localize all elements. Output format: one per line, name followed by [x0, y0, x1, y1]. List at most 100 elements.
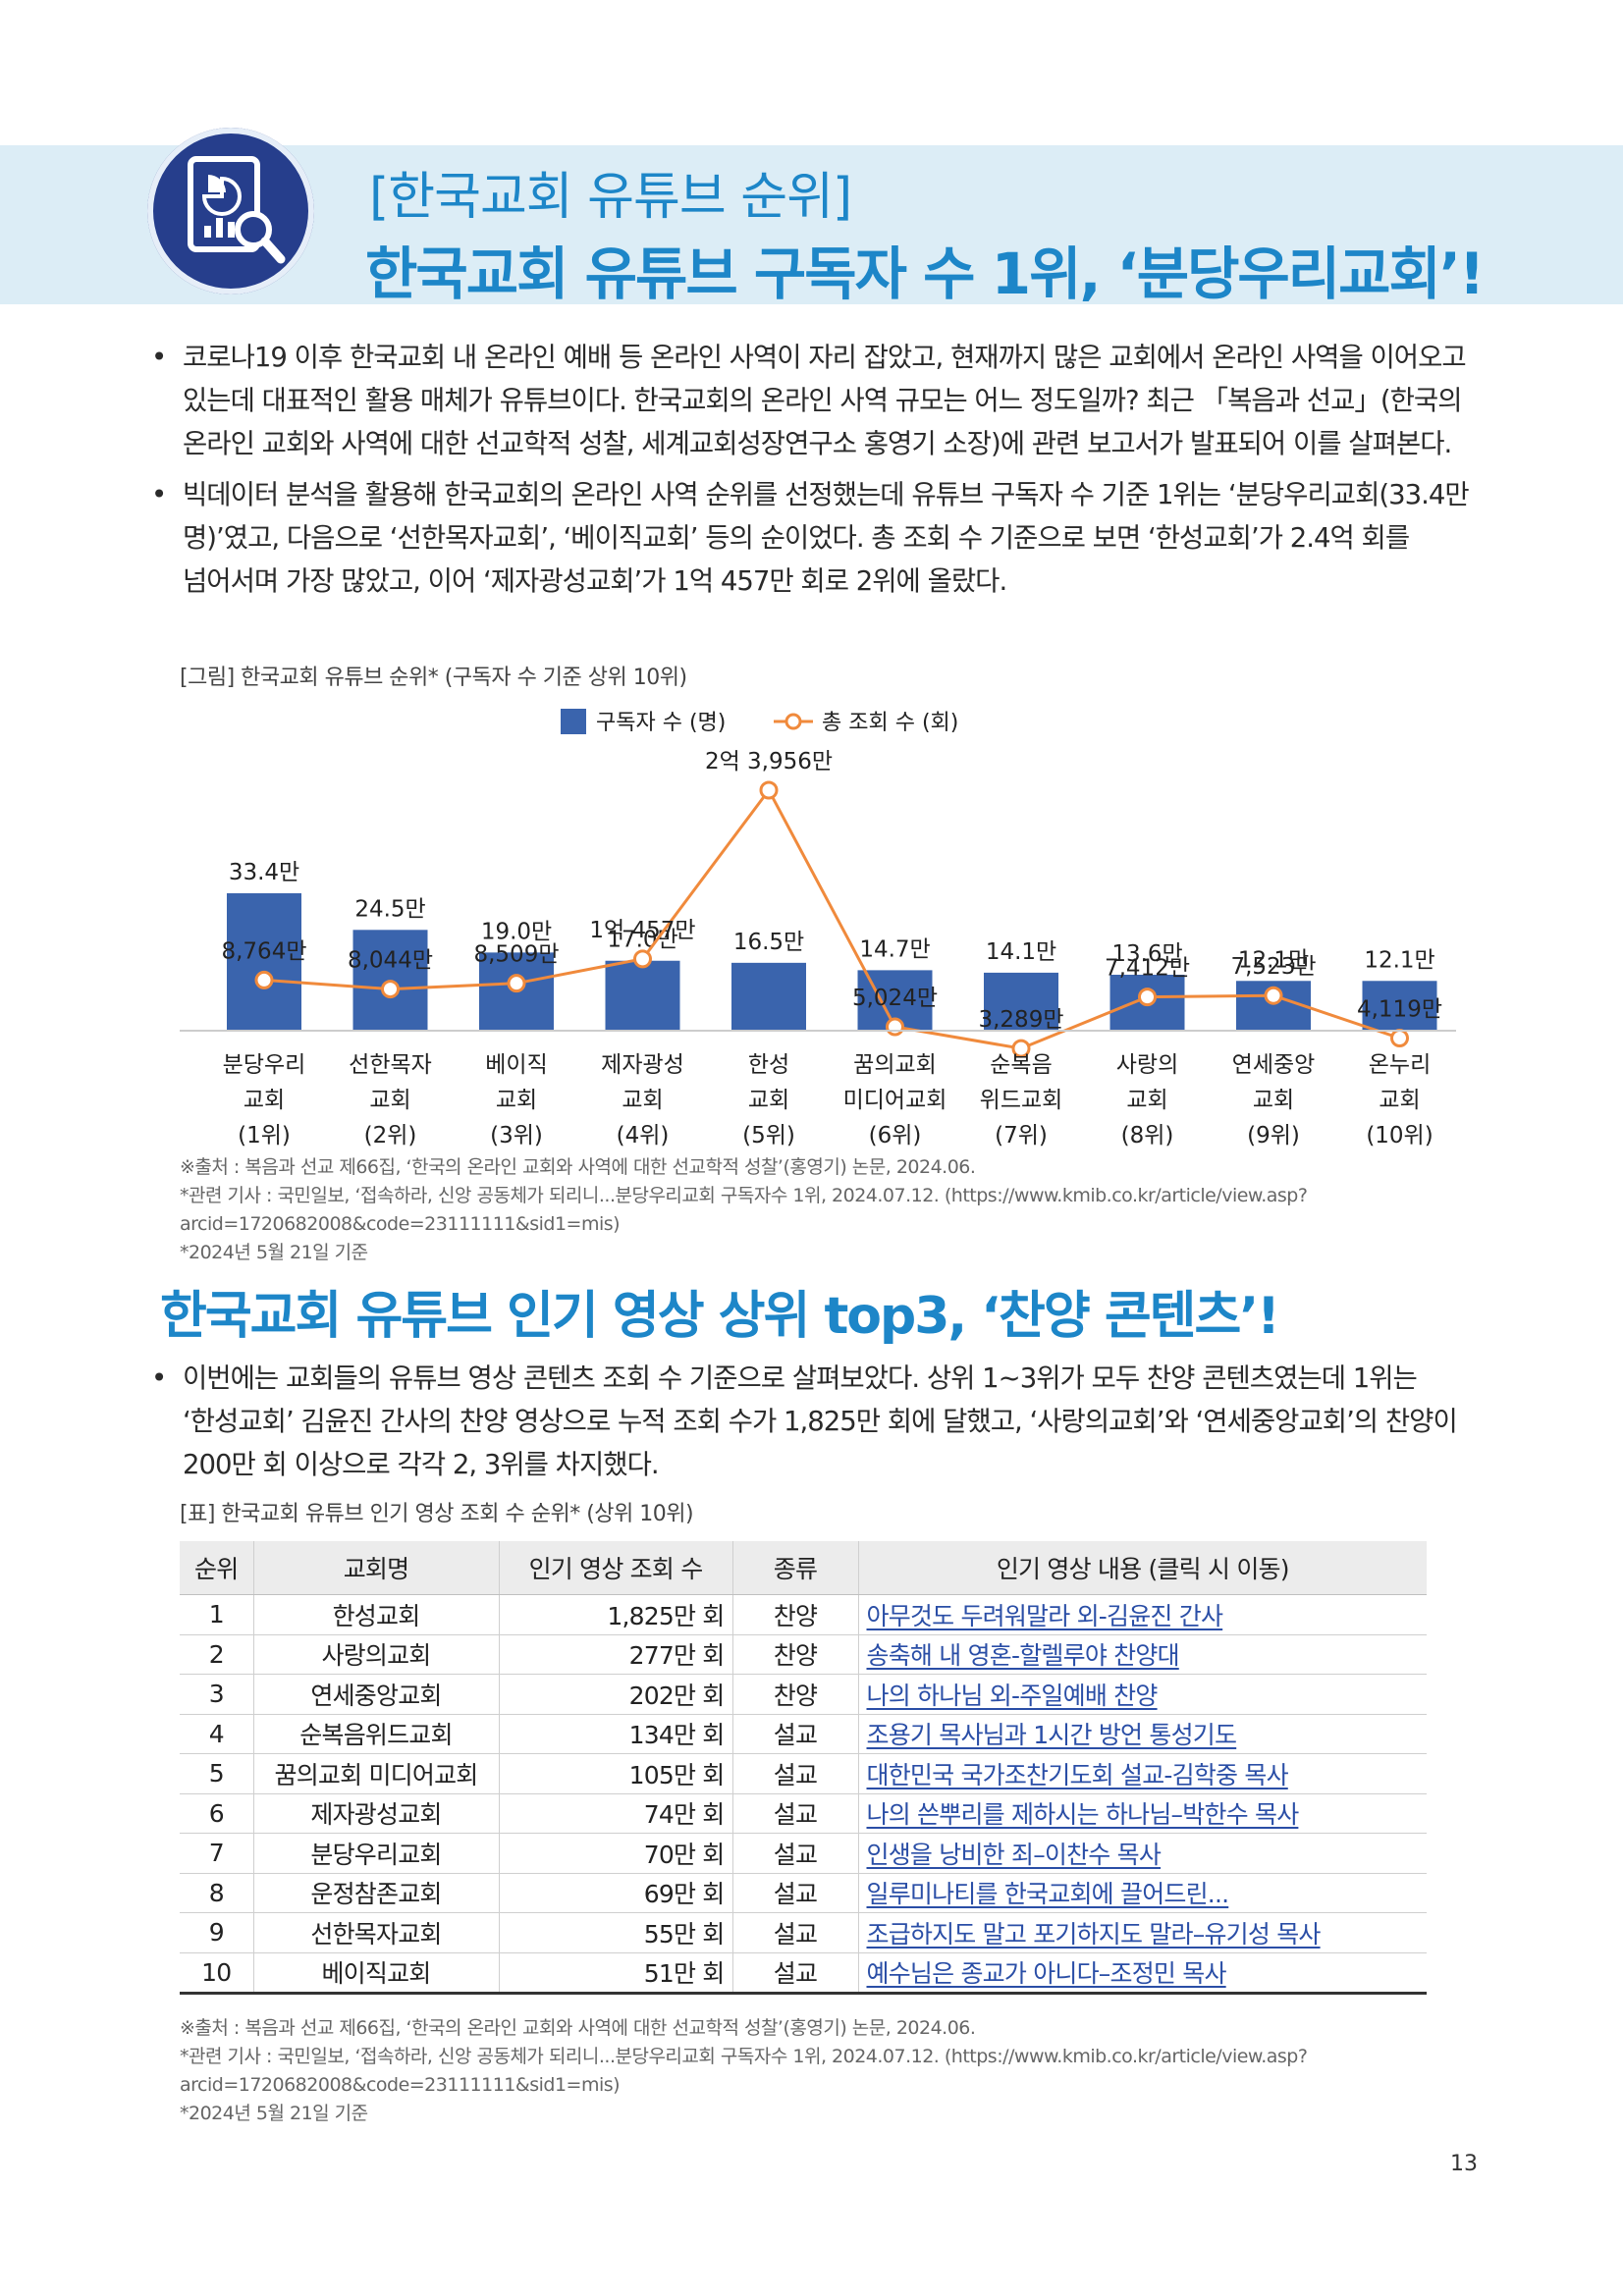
views-label: 8,044만 [348, 948, 433, 974]
video-link[interactable]: 인생을 낭비한 죄–이찬수 목사 [857, 1833, 1427, 1874]
table-row: 1 한성교회 1,825만 회 찬양 아무것도 두려워말라 외-김윤진 간사 [180, 1594, 1427, 1635]
header-kicker: [한국교회 유튜브 순위] [369, 168, 852, 227]
video-link[interactable]: 아무것도 두려워말라 외-김윤진 간사 [857, 1594, 1427, 1635]
category-label: (5위) [742, 1123, 795, 1148]
views-point [254, 970, 274, 989]
church-cell: 제자광성교회 [252, 1793, 499, 1834]
video-link[interactable]: 나의 쓴뿌리를 제하시는 하나님–박한수 목사 [857, 1793, 1427, 1834]
header-views: 인기 영상 조회 수 [498, 1541, 732, 1595]
chart-note-article-url: arcid=1720682008&code=23111111&sid1=mis) [180, 1213, 621, 1235]
legend-bar-swatch [561, 709, 586, 734]
video-link[interactable]: 송축해 내 영혼-할렐루야 찬양대 [857, 1634, 1427, 1675]
header-type: 종류 [731, 1541, 858, 1595]
rank-cell: 3 [180, 1674, 253, 1715]
views-point [1138, 988, 1157, 1007]
views-label: 3,289만 [978, 1007, 1063, 1033]
category-label: 순복음 [990, 1052, 1052, 1078]
type-cell: 설교 [731, 1714, 858, 1754]
table-header-row: 순위 교회명 인기 영상 조회 수 종류 인기 영상 내용 (클릭 시 이동) [180, 1541, 1427, 1595]
category-label: 연세중앙 [1232, 1052, 1316, 1078]
views-point [381, 980, 400, 999]
table-row: 5 꿈의교회 미디어교회 105만 회 설교 대한민국 국가조찬기도회 설교-김학중 목… [180, 1753, 1427, 1794]
video-link[interactable]: 대한민국 국가조찬기도회 설교-김학중 목사 [857, 1753, 1427, 1794]
legend-line-label: 총 조회 수 (회) [822, 711, 958, 735]
category-label: 베이직 [485, 1052, 547, 1078]
rank-cell: 9 [180, 1912, 253, 1953]
legend-line-marker [784, 713, 802, 730]
video-link[interactable]: 나의 하나님 외-주일예배 찬양 [857, 1674, 1427, 1715]
category-label: (4위) [617, 1123, 670, 1148]
category-label: 미디어교회 [843, 1088, 947, 1113]
rank-cell: 8 [180, 1873, 253, 1913]
table-row: 3 연세중앙교회 202만 회 찬양 나의 하나님 외-주일예배 찬양 [180, 1674, 1427, 1715]
table-note-date: *2024년 5월 21일 기준 [180, 2103, 368, 2124]
header-church: 교회명 [252, 1541, 499, 1595]
chart-magnifier-icon [188, 156, 286, 264]
church-cell: 한성교회 [252, 1594, 499, 1635]
subscriber-bar [984, 972, 1058, 1031]
views-label: 4,119만 [1357, 997, 1442, 1023]
rank-cell: 7 [180, 1833, 253, 1874]
table-row: 2 사랑의교회 277만 회 찬양 송축해 내 영혼-할렐루야 찬양대 [180, 1634, 1427, 1675]
intro-bullets: 코로나19 이후 한국교회 내 온라인 예배 등 온라인 사역이 자리 잡았고,… [147, 336, 1478, 603]
subscriber-bar [227, 893, 301, 1031]
church-cell: 분당우리교회 [252, 1833, 499, 1874]
section2-bullets: 이번에는 교회들의 유튜브 영상 콘텐츠 조회 수 기준으로 살펴보았다. 상위… [147, 1357, 1478, 1486]
views-point [886, 1017, 904, 1037]
church-cell: 베이직교회 [252, 1952, 499, 1995]
views-cell: 70만 회 [498, 1833, 732, 1874]
views-point [1011, 1039, 1031, 1058]
church-cell: 연세중앙교회 [252, 1674, 499, 1715]
views-cell: 1,825만 회 [498, 1594, 732, 1635]
views-label: 1억 457만 [589, 918, 695, 943]
table-note-article-url: arcid=1720682008&code=23111111&sid1=mis) [180, 2074, 621, 2096]
rank-cell: 5 [180, 1753, 253, 1794]
report-logo [147, 128, 314, 294]
table-row: 9 선한목자교회 55만 회 설교 조급하지도 말고 포기하지도 말라–유기성 목사 [180, 1912, 1427, 1953]
category-label: 온누리 [1369, 1052, 1431, 1078]
video-link[interactable]: 조용기 목사님과 1시간 방언 통성기도 [857, 1714, 1427, 1754]
category-label: 꿈의교회 [853, 1052, 937, 1078]
table-row: 6 제자광성교회 74만 회 설교 나의 쓴뿌리를 제하시는 하나님–박한수 목사 [180, 1793, 1427, 1834]
views-label: 7,412만 [1105, 956, 1190, 982]
subscriber-bar [1362, 981, 1437, 1031]
category-label: 교회 [496, 1088, 537, 1113]
type-cell: 설교 [731, 1753, 858, 1794]
church-cell: 순복음위드교회 [252, 1714, 499, 1754]
table-row: 7 분당우리교회 70만 회 설교 인생을 낭비한 죄–이찬수 목사 [180, 1833, 1427, 1874]
category-label: 교회 [369, 1088, 410, 1113]
views-point [1390, 1029, 1409, 1048]
church-cell: 운정참존교회 [252, 1873, 499, 1913]
table-row: 8 운정참존교회 69만 회 설교 일루미나티를 한국교회에 끌어드린... [180, 1873, 1427, 1913]
chart-note-source: ※출처 : 복음과 선교 제66집, ‘한국의 온라인 교회와 사역에 대한 선… [180, 1156, 976, 1178]
table-note-article: *관련 기사 : 국민일보, ‘접속하라, 신앙 공동체가 되리니...분당우리… [180, 2046, 1308, 2067]
subscriber-label: 12.1만 [1364, 947, 1434, 973]
subscriber-bar [605, 960, 680, 1031]
chart-note-article: *관련 기사 : 국민일보, ‘접속하라, 신앙 공동체가 되리니...분당우리… [180, 1185, 1308, 1206]
subscriber-label: 19.0만 [481, 919, 552, 944]
category-label: 분당우리 [223, 1052, 306, 1078]
views-cell: 202만 회 [498, 1674, 732, 1715]
video-link[interactable]: 예수님은 종교가 아니다–조정민 목사 [857, 1952, 1427, 1995]
rank-cell: 10 [180, 1952, 253, 1995]
table-note-source: ※출처 : 복음과 선교 제66집, ‘한국의 온라인 교회와 사역에 대한 선… [180, 2017, 976, 2039]
category-label: 교회 [1253, 1088, 1294, 1113]
category-label: (8위) [1121, 1123, 1174, 1148]
header-rank: 순위 [180, 1541, 253, 1595]
type-cell: 찬양 [731, 1674, 858, 1715]
views-cell: 134만 회 [498, 1714, 732, 1754]
views-cell: 277만 회 [498, 1634, 732, 1675]
category-label: (10위) [1366, 1123, 1433, 1148]
rank-cell: 2 [180, 1634, 253, 1675]
category-label: 교회 [748, 1088, 789, 1113]
category-label: (9위) [1247, 1123, 1300, 1148]
video-rank-table: 순위 교회명 인기 영상 조회 수 종류 인기 영상 내용 (클릭 시 이동) … [180, 1541, 1427, 1995]
views-cell: 69만 회 [498, 1873, 732, 1913]
video-link[interactable]: 조급하지도 말고 포기하지도 말라–유기성 목사 [857, 1912, 1427, 1953]
type-cell: 설교 [731, 1952, 858, 1995]
chart-note-date: *2024년 5월 21일 기준 [180, 1242, 368, 1263]
video-link[interactable]: 일루미나티를 한국교회에 끌어드린... [857, 1873, 1427, 1913]
rank-cell: 1 [180, 1594, 253, 1635]
category-label: 위드교회 [980, 1088, 1063, 1113]
category-label: 교회 [1126, 1088, 1167, 1113]
